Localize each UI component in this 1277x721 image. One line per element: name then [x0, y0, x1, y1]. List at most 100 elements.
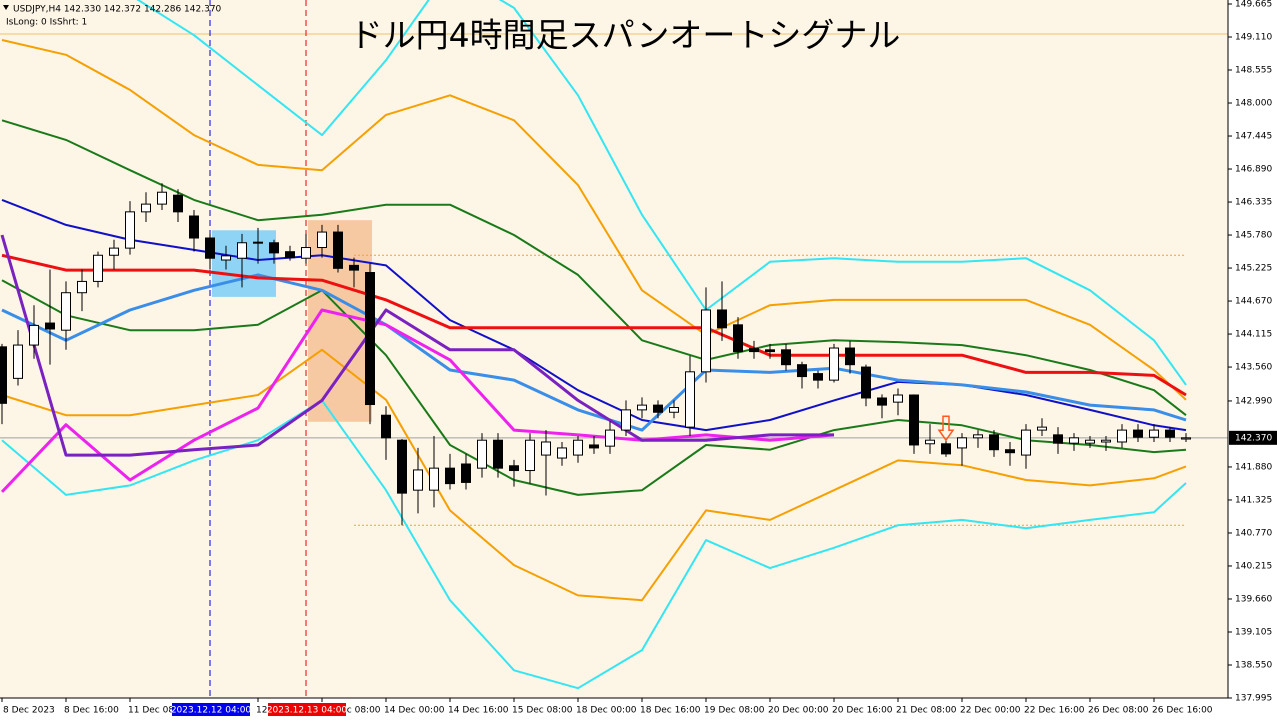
y-tick-label: 144.115 — [1235, 330, 1272, 340]
indicator-line — [1, 253, 1187, 397]
x-tick-label: 14 Dec 16:00 — [448, 706, 509, 716]
candle-body — [13, 344, 23, 379]
x-tick-label: 26 Dec 16:00 — [1152, 706, 1213, 716]
candle-body — [877, 397, 887, 406]
y-tick-label: 143.560 — [1235, 363, 1272, 373]
candle-body — [77, 280, 87, 294]
candle-body — [461, 463, 471, 483]
candle-body — [45, 322, 55, 330]
candle-body — [141, 203, 151, 213]
indicator-line — [1, 39, 1187, 401]
y-tick-label: 148.555 — [1235, 66, 1272, 76]
candle-body — [893, 394, 903, 403]
candle-body — [973, 434, 983, 439]
y-tick-label: 147.445 — [1235, 132, 1272, 142]
y-tick-label: 138.550 — [1235, 660, 1272, 670]
candle-body — [61, 292, 71, 331]
zone-box — [212, 230, 276, 297]
candle-body — [765, 349, 775, 353]
candle-body — [125, 211, 135, 249]
indicator-line — [136, 0, 1187, 386]
last-price-box — [1229, 430, 1277, 445]
candle-body — [109, 247, 119, 256]
y-tick-label: 141.325 — [1235, 495, 1272, 505]
header: USDJPY,H4 142.330 142.372 142.286 142.37… — [13, 5, 222, 15]
candle-body — [189, 215, 199, 239]
candle-body — [253, 241, 263, 244]
marker-label-box — [268, 703, 346, 716]
candle-body — [733, 324, 743, 353]
x-tick-label: 8 Dec 2023 — [3, 706, 55, 716]
candle-body — [269, 242, 279, 254]
last-price-label: 142.370 — [1235, 433, 1272, 443]
x-tick-label: 20 Dec 16:00 — [832, 706, 893, 716]
y-tick-label: 139.105 — [1235, 627, 1272, 637]
candle-body — [685, 371, 695, 428]
candle-body — [477, 439, 487, 469]
candle-body — [509, 465, 519, 472]
x-tick-label: 21 Dec 08:00 — [896, 706, 957, 716]
candle-body — [1037, 426, 1047, 431]
y-tick-label: 137.995 — [1235, 694, 1272, 704]
candle-body — [1117, 429, 1127, 443]
candle-body — [429, 467, 439, 491]
candle-body — [717, 309, 727, 329]
candle-body — [29, 324, 39, 346]
candle-body — [173, 194, 183, 213]
chart-title: ドル円4時間足スパンオートシグナル — [350, 16, 901, 55]
marker-label-box — [172, 703, 250, 716]
candle-body — [525, 439, 535, 472]
candle-body — [797, 364, 807, 378]
plot — [0, 0, 1228, 698]
candle-body — [941, 443, 951, 455]
candle-body — [925, 439, 935, 445]
candle-body — [1085, 439, 1095, 444]
x-tick-label: 26 Dec 08:00 — [1088, 706, 1149, 716]
candle-body — [157, 191, 167, 205]
indicator-line — [1, 279, 1187, 496]
x-tick-label: 13 Dec 08:00 — [320, 706, 381, 716]
candle-body — [301, 247, 311, 259]
candle-body — [557, 447, 567, 459]
candle-body — [365, 272, 375, 406]
y-tick-label: 145.225 — [1235, 264, 1272, 274]
y-tick-label: 146.890 — [1235, 165, 1272, 175]
candle-body — [653, 404, 663, 413]
candle-body — [1149, 429, 1159, 438]
candle-body — [285, 251, 295, 259]
y-tick-label: 145.780 — [1235, 231, 1272, 241]
candle-body — [701, 309, 711, 373]
candle-body — [989, 434, 999, 451]
candle-body — [1005, 449, 1015, 454]
candle-body — [93, 254, 103, 282]
candle-body — [589, 444, 599, 449]
y-tick-label: 142.990 — [1235, 396, 1272, 406]
indicator-line — [1, 399, 1187, 690]
x-tick-label: 18 Dec 00:00 — [576, 706, 637, 716]
candle-body — [845, 347, 855, 366]
candle-body — [413, 469, 423, 491]
x-tick-label: 14 Dec 00:00 — [384, 706, 445, 716]
candle-body — [493, 439, 503, 469]
candle-body — [333, 231, 343, 269]
indicator-line — [0, 308, 835, 493]
candle-body — [541, 441, 551, 456]
candle-body — [749, 348, 759, 353]
x-tick-label: 8 Dec 16:00 — [64, 706, 119, 716]
menu-triangle — [3, 5, 9, 10]
candle-body — [205, 237, 215, 259]
candle-body — [349, 264, 359, 271]
y-tick-label: 144.670 — [1235, 297, 1272, 307]
candle-body — [621, 409, 631, 431]
indicator-line — [1, 198, 1187, 432]
y-tick-label: 140.770 — [1235, 528, 1272, 538]
x-tick-label: 22 Dec 16:00 — [1024, 706, 1085, 716]
candle-body — [381, 414, 391, 439]
marker-label: 2023.12.12 04:00 — [171, 706, 252, 716]
candle-body — [1165, 429, 1175, 438]
candle-body — [573, 439, 583, 456]
status: IsLong: 0 IsShrt: 1 — [6, 18, 87, 28]
y-tick-label: 148.000 — [1235, 99, 1272, 109]
